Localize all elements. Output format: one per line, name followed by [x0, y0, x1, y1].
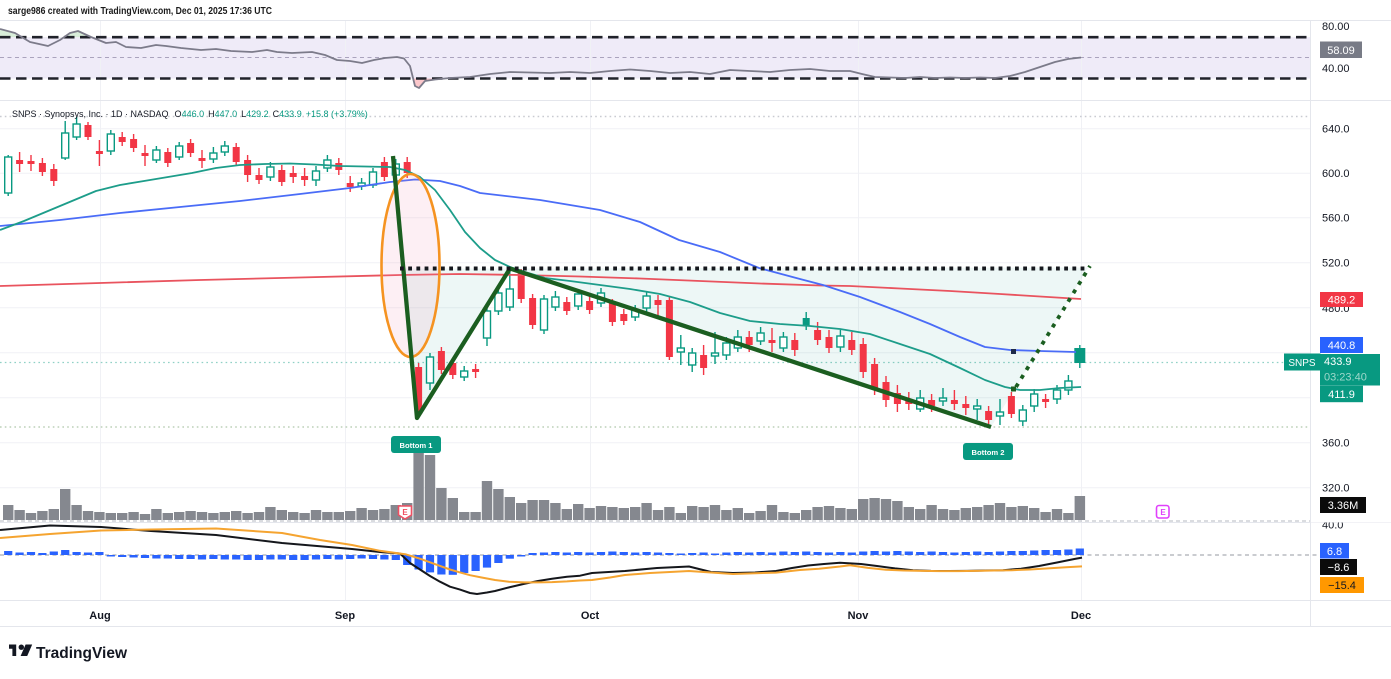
svg-text:−15.4: −15.4 [1328, 580, 1356, 592]
svg-text:Oct: Oct [581, 610, 600, 622]
svg-text:6.8: 6.8 [1327, 546, 1342, 558]
svg-text:Aug: Aug [89, 610, 110, 622]
svg-text:440.8: 440.8 [1328, 340, 1356, 352]
svg-text:320.0: 320.0 [1322, 483, 1350, 495]
svg-text:SNPS: SNPS [1288, 358, 1316, 369]
svg-text:411.9: 411.9 [1328, 389, 1355, 401]
svg-text:Dec: Dec [1071, 610, 1091, 622]
svg-text:80.00: 80.00 [1322, 21, 1350, 33]
svg-text:E: E [1160, 508, 1166, 517]
svg-text:3.36M: 3.36M [1328, 500, 1359, 512]
svg-text:40.00: 40.00 [1322, 63, 1350, 75]
svg-text:03:23:40: 03:23:40 [1324, 372, 1367, 384]
svg-text:E: E [402, 508, 408, 517]
svg-text:Bottom 1: Bottom 1 [400, 441, 434, 450]
svg-text:560.0: 560.0 [1322, 213, 1350, 225]
svg-text:sarge986 created with TradingV: sarge986 created with TradingView.com, D… [8, 6, 272, 17]
svg-text:489.2: 489.2 [1328, 295, 1356, 307]
svg-text:520.0: 520.0 [1322, 258, 1350, 270]
svg-text:−8.6: −8.6 [1328, 562, 1350, 574]
svg-text:433.9: 433.9 [1324, 356, 1352, 368]
svg-text:640.0: 640.0 [1322, 124, 1350, 136]
svg-text:SNPS · Synopsys, Inc. · 1D · N: SNPS · Synopsys, Inc. · 1D · NASDAQ O446.… [12, 109, 368, 119]
svg-text:600.0: 600.0 [1322, 168, 1350, 180]
svg-text:360.0: 360.0 [1322, 438, 1350, 450]
svg-text:Bottom 2: Bottom 2 [972, 448, 1005, 457]
svg-text:58.09: 58.09 [1327, 45, 1355, 57]
svg-text:Sep: Sep [335, 610, 355, 622]
svg-text:Nov: Nov [848, 610, 870, 622]
svg-text:TradingView: TradingView [36, 645, 128, 662]
